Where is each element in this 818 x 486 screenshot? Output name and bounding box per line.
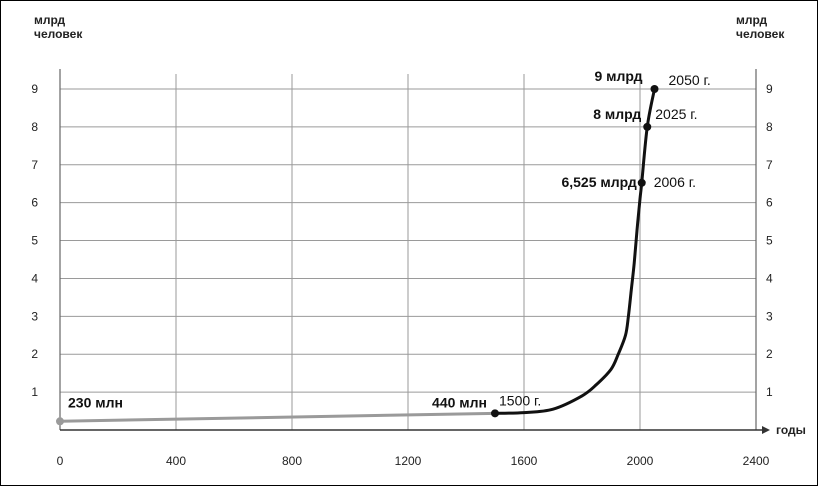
y-tick-label-left: 2 bbox=[31, 347, 38, 361]
point-value-label: 9 млрд bbox=[594, 68, 642, 84]
x-tick-label: 2000 bbox=[627, 454, 654, 468]
x-tick-label: 1600 bbox=[511, 454, 538, 468]
axes bbox=[59, 69, 770, 434]
data-point-marker bbox=[637, 178, 646, 187]
x-axis-title: годы bbox=[776, 423, 806, 437]
y-tick-label-right: 2 bbox=[766, 347, 773, 361]
y-tick-label-right: 1 bbox=[766, 385, 773, 399]
y-tick-label-right: 5 bbox=[766, 234, 773, 248]
series bbox=[59, 88, 656, 423]
point-value-label: 230 млн bbox=[68, 394, 123, 410]
tick-labels: 1 1 2 2 3 3 4 4 5 5 6 6 7 7 8 8 9 9 0 400 800 1200 1600 2000 240… bbox=[31, 82, 773, 468]
x-tick-label: 400 bbox=[166, 454, 186, 468]
point-value-label: 440 млн bbox=[432, 394, 487, 410]
y-tick-label-right: 6 bbox=[766, 196, 773, 210]
y-tick-label-right: 7 bbox=[766, 158, 773, 172]
series-line-modern bbox=[494, 88, 656, 415]
point-value-label: 6,525 млрд bbox=[561, 174, 636, 190]
x-tick-label: 2400 bbox=[743, 454, 770, 468]
data-point-marker bbox=[491, 409, 499, 418]
y-tick-label-left: 6 bbox=[31, 196, 38, 210]
data-point-marker bbox=[643, 122, 652, 131]
y-axis-title-left: млрд bbox=[34, 13, 66, 27]
y-tick-label-left: 5 bbox=[31, 234, 38, 248]
series-line-early bbox=[59, 411, 496, 423]
y-tick-label-left: 8 bbox=[31, 120, 38, 134]
point-year-label: 2006 г. bbox=[654, 174, 696, 190]
y-tick-label-left: 3 bbox=[31, 309, 38, 323]
y-tick-label-left: 7 bbox=[31, 158, 38, 172]
data-point-marker bbox=[650, 85, 659, 93]
x-tick-label: 0 bbox=[57, 454, 64, 468]
point-year-label: 1500 г. bbox=[499, 392, 541, 408]
y-axis-title-right: человек bbox=[736, 27, 785, 41]
annotations: 230 млн 440 млн 1500 г. 6,525 млрд 2006 г. 8 … bbox=[56, 68, 711, 426]
y-tick-label-left: 9 bbox=[31, 82, 38, 96]
y-tick-label-right: 3 bbox=[766, 309, 773, 323]
grid bbox=[60, 74, 756, 430]
x-axis-arrow bbox=[762, 426, 770, 434]
y-axis-title-left: человек bbox=[34, 27, 83, 41]
point-year-label: 2025 г. bbox=[655, 106, 697, 122]
y-tick-label-right: 4 bbox=[766, 271, 773, 285]
y-tick-label-right: 8 bbox=[766, 120, 773, 134]
data-point-marker bbox=[56, 417, 64, 426]
y-axis-title-right: млрд bbox=[736, 13, 768, 27]
y-tick-label-right: 9 bbox=[766, 82, 773, 96]
y-tick-label-left: 4 bbox=[31, 271, 38, 285]
x-tick-label: 1200 bbox=[395, 454, 422, 468]
point-year-label: 2050 г. bbox=[669, 72, 711, 88]
x-tick-label: 800 bbox=[282, 454, 302, 468]
point-value-label: 8 млрд bbox=[593, 106, 641, 122]
y-tick-label-left: 1 bbox=[31, 385, 38, 399]
